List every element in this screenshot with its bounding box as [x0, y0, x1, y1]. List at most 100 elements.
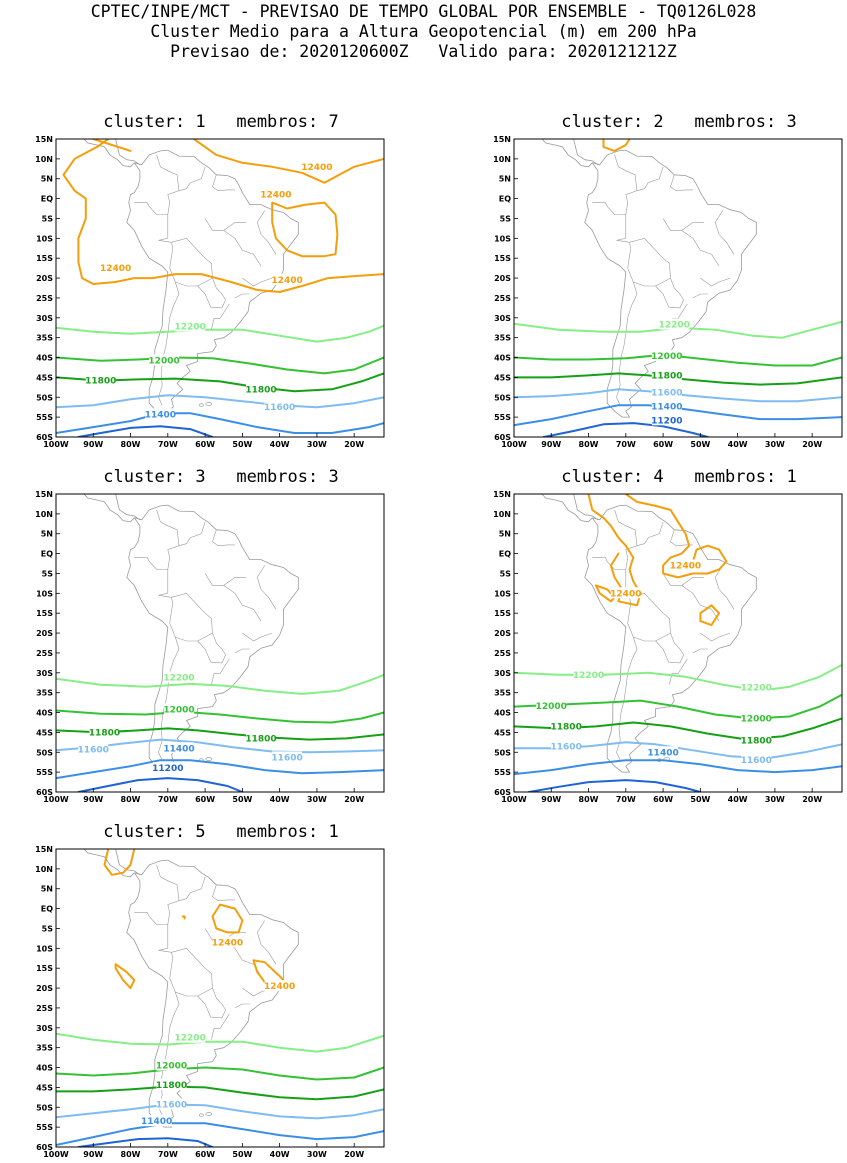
south-america-coastline [126, 149, 299, 418]
lat-label: 55S [36, 1123, 53, 1132]
lon-label: 30W [307, 1150, 327, 1159]
lat-label: 35S [494, 334, 511, 343]
lon-label: 40W [270, 440, 290, 449]
country-border [692, 293, 708, 299]
contour-label-bg [741, 754, 772, 766]
country-border [178, 876, 206, 901]
lat-label: 55S [494, 768, 511, 777]
map-panel-cluster-5: cluster: 5 membros: 1 12400 12400 12200 1200… [35, 822, 386, 1162]
contour-label: 12200 [573, 671, 604, 681]
lon-label: 50W [232, 795, 252, 804]
contour-11600 [56, 394, 384, 409]
contour-label: 12000 [741, 714, 772, 724]
contour-label-bg [145, 408, 176, 420]
contour-label: 12400 [670, 562, 701, 572]
lat-label: 45S [36, 373, 53, 382]
lat-label: 5S [42, 924, 54, 933]
lat-label: 15N [35, 490, 53, 499]
contour-11400 [56, 759, 384, 780]
country-border [636, 166, 664, 191]
country-border [211, 658, 230, 685]
country-border [681, 230, 720, 267]
lat-label: 15S [36, 254, 53, 263]
lon-label: 100W [501, 440, 527, 449]
central-america-coastline [83, 849, 135, 878]
lat-label: 40S [36, 354, 53, 363]
country-border [655, 277, 684, 309]
island-outline [205, 1112, 213, 1116]
lat-label: 20S [36, 629, 53, 638]
contour-label: 12200 [163, 674, 194, 684]
country-border [204, 573, 247, 586]
map-border [513, 138, 843, 438]
contour-12400 [587, 494, 642, 607]
contour-label-bg [573, 668, 604, 680]
contour-label: 12200 [659, 321, 690, 331]
lat-label: 15N [493, 490, 511, 499]
lon-label: 20W [344, 1150, 364, 1159]
lon-label: 40W [270, 1150, 290, 1159]
contour-12400 [114, 963, 136, 990]
central-america-coastline [114, 849, 141, 876]
lat-label: 45S [36, 1083, 53, 1092]
country-border [242, 632, 273, 642]
lat-label: 30S [36, 314, 53, 323]
contour-label-bg [551, 740, 582, 752]
lat-label: 10S [36, 589, 53, 598]
country-border [211, 303, 230, 330]
contour-label-bg [651, 369, 682, 381]
header-title-line2: Cluster Medio para a Altura Geopotencial… [150, 22, 697, 41]
contour-12200 [56, 1032, 384, 1053]
contour-12400 [192, 139, 384, 184]
map-frame: 12400 12400 12400 12400 12200 12000 11800 11800… [35, 135, 385, 449]
lon-label: 100W [43, 440, 69, 449]
contour-label: 12400 [271, 276, 302, 286]
country-border [662, 218, 705, 231]
country-border [614, 154, 638, 215]
map-border [55, 493, 385, 793]
contour-label: 11800 [651, 371, 682, 381]
contour-label-bg [246, 732, 276, 744]
lat-label: 50S [36, 1103, 53, 1112]
country-border [234, 1003, 250, 1009]
contour-label: 11800 [245, 734, 276, 744]
lat-label: 10S [494, 589, 511, 598]
lat-label: 40S [36, 709, 53, 718]
contour-label: 11600 [78, 745, 109, 755]
contour-label-bg [141, 1115, 172, 1127]
lat-label: 10N [35, 510, 53, 519]
contour-label: 11600 [271, 753, 302, 763]
lat-label: 50S [36, 748, 53, 757]
contour-label-bg [651, 349, 682, 361]
central-america-coastline [114, 139, 141, 166]
lat-label: 5S [42, 214, 54, 223]
contour-11200 [542, 422, 709, 437]
contour-label-bg [272, 274, 303, 286]
lon-label: 20W [802, 795, 822, 804]
contour-label: 11400 [163, 744, 194, 754]
country-border [134, 557, 174, 624]
country-border [681, 585, 720, 622]
lat-label: 5N [41, 885, 53, 894]
lat-label: 15S [36, 609, 53, 618]
south-america-coastline [126, 859, 299, 1128]
contour-label: 11400 [651, 402, 682, 412]
contour-label: 11600 [156, 1100, 187, 1110]
lon-label: 60W [653, 795, 673, 804]
lat-label: 55S [494, 413, 511, 422]
contour-label-bg [301, 160, 332, 172]
lat-label: EQ [41, 905, 53, 914]
contour-label: 12400 [212, 938, 243, 948]
contour-label-bg [156, 1079, 187, 1091]
lat-label: 40S [494, 354, 511, 363]
contour-label: 12400 [260, 191, 291, 201]
contour-12200 [56, 324, 384, 343]
contour-11600 [56, 1103, 384, 1120]
lat-label: 25S [36, 1004, 53, 1013]
country-border [212, 529, 235, 547]
contour-label: 11600 [651, 388, 682, 398]
lat-label: EQ [499, 195, 511, 204]
country-border [169, 237, 213, 287]
lat-label: 15S [494, 609, 511, 618]
island-outline [205, 757, 213, 761]
